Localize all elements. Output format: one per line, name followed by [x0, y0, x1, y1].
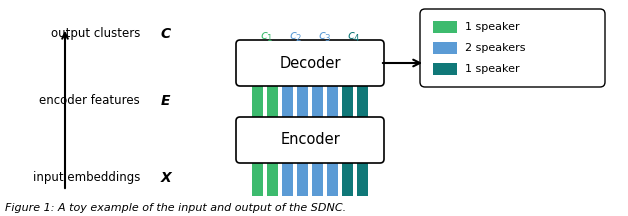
Text: Decoder: Decoder	[279, 56, 341, 70]
Bar	[267, 161, 278, 196]
Text: $c_2$: $c_2$	[289, 30, 302, 44]
Bar	[282, 161, 293, 196]
Text: 2 speakers: 2 speakers	[465, 43, 526, 53]
FancyBboxPatch shape	[236, 40, 384, 86]
Text: encoder features: encoder features	[39, 95, 140, 108]
Bar	[312, 161, 323, 196]
Bar	[297, 161, 308, 196]
Text: output clusters: output clusters	[51, 27, 140, 41]
Bar	[357, 84, 368, 119]
Bar	[252, 84, 263, 119]
Bar	[312, 84, 323, 119]
Bar	[252, 161, 263, 196]
Text: $c_3$: $c_3$	[318, 30, 332, 44]
Bar	[342, 84, 353, 119]
Text: $c_1$: $c_1$	[260, 30, 273, 44]
Bar	[282, 84, 293, 119]
Text: Figure 1: A toy example of the input and output of the SDNC.: Figure 1: A toy example of the input and…	[5, 203, 346, 213]
Bar	[267, 84, 278, 119]
Text: input embeddings: input embeddings	[33, 172, 140, 184]
Text: $c_4$: $c_4$	[347, 30, 360, 44]
Bar	[342, 161, 353, 196]
Bar	[297, 84, 308, 119]
Bar	[357, 161, 368, 196]
Text: Encoder: Encoder	[280, 132, 340, 148]
Bar	[433, 42, 457, 54]
Text: 1 speaker: 1 speaker	[465, 64, 519, 74]
Bar	[327, 161, 338, 196]
Text: $\boldsymbol{X}$: $\boldsymbol{X}$	[160, 171, 174, 185]
Bar	[433, 63, 457, 75]
Text: $\boldsymbol{C}$: $\boldsymbol{C}$	[160, 27, 172, 41]
Text: 1 speaker: 1 speaker	[465, 22, 519, 32]
Text: $\boldsymbol{E}$: $\boldsymbol{E}$	[160, 94, 171, 108]
FancyBboxPatch shape	[236, 117, 384, 163]
FancyBboxPatch shape	[420, 9, 605, 87]
Bar	[433, 21, 457, 33]
Bar	[327, 84, 338, 119]
